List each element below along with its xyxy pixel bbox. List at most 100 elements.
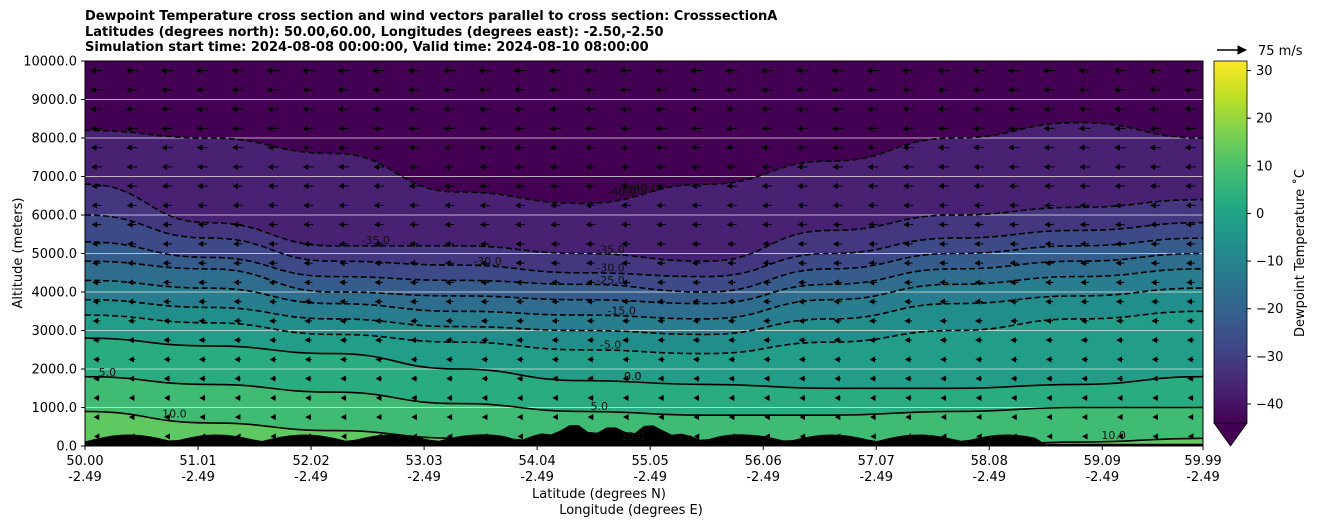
wind-arrow: [619, 106, 632, 113]
wind-arrow: [974, 298, 983, 305]
wind-arrow: [446, 433, 453, 440]
wind-arrow: [973, 144, 985, 151]
wind-arrow: [337, 86, 350, 93]
x-tick-label-lat: 59.99: [1184, 454, 1221, 469]
wind-arrow: [833, 317, 842, 324]
wind-arrow: [584, 125, 597, 132]
wind-arrow: [902, 144, 914, 151]
wind-arrow: [762, 260, 772, 267]
wind-arrow: [303, 240, 313, 247]
wind-arrow: [517, 433, 523, 440]
wind-arrow: [622, 337, 630, 344]
wind-arrow: [444, 202, 455, 209]
y-tick-label: 5000.0: [32, 247, 78, 262]
wind-arrow: [514, 125, 526, 132]
wind-arrow: [937, 106, 950, 113]
wind-arrow: [1186, 337, 1195, 344]
wind-arrow: [1117, 414, 1123, 421]
wind-arrow: [479, 202, 490, 209]
contour-line: [85, 268, 1203, 320]
contour-label: 0.0: [624, 370, 642, 383]
wind-arrow: [481, 414, 488, 421]
contour-line: [85, 121, 1203, 205]
wind-arrow: [374, 279, 383, 286]
x-tick-label-lon: -2.49: [633, 470, 667, 485]
wind-arrow: [797, 183, 808, 190]
wind-arrow: [409, 279, 419, 286]
wind-arrow: [584, 144, 597, 151]
wind-arrow: [549, 106, 562, 113]
wind-arrow: [164, 433, 170, 440]
wind-arrow: [126, 163, 138, 170]
wind-arrow: [1185, 163, 1196, 170]
wind-arrow: [904, 356, 912, 363]
y-tick-label: 3000.0: [32, 324, 78, 339]
wind-arrow: [410, 298, 419, 305]
wind-arrow: [373, 183, 384, 190]
wind-arrow: [375, 394, 382, 401]
wind-arrow: [903, 279, 913, 286]
colorbar-body: [1213, 60, 1248, 424]
wind-arrow: [1187, 414, 1194, 421]
wind-arrow: [1043, 106, 1056, 113]
wind-arrow: [481, 394, 488, 401]
wind-arrow: [234, 356, 242, 363]
wind-arrow: [443, 144, 455, 151]
x-axis-label-lon: Longitude (degrees E): [559, 503, 703, 518]
wind-arrow: [269, 356, 277, 363]
wind-arrow: [831, 106, 844, 113]
wind-arrow: [760, 106, 773, 113]
wind-arrow: [728, 394, 735, 401]
wind-arrow: [198, 279, 207, 286]
wind-arrow: [1150, 221, 1160, 228]
wind-arrow: [196, 125, 209, 132]
wind-arrow: [302, 144, 314, 151]
wind-arrow: [621, 240, 631, 247]
wind-arrow: [586, 317, 595, 324]
wind-arrow: [904, 375, 912, 382]
wind-arrow: [90, 86, 103, 93]
wind-arrow: [904, 298, 913, 305]
wind-arrow: [408, 106, 421, 113]
wind-arrow: [479, 221, 490, 228]
wind-arrow: [832, 163, 843, 170]
wind-arrow: [161, 106, 174, 113]
wind-arrow: [1079, 202, 1090, 209]
wind-arrow: [304, 317, 312, 324]
wind-arrow: [92, 260, 101, 267]
wind-arrow: [974, 317, 983, 324]
wind-arrow: [1009, 221, 1019, 228]
wind-arrow: [92, 317, 101, 324]
wind-arrow: [691, 202, 702, 209]
wind-arrow: [1152, 414, 1158, 421]
wind-arrow: [656, 279, 666, 286]
wind-arrow: [585, 221, 596, 228]
wind-arrow: [726, 221, 737, 228]
wind-arrow: [761, 202, 772, 209]
wind-arrow: [1185, 202, 1196, 209]
wind-arrow: [92, 298, 101, 305]
wind-arrow: [162, 260, 172, 267]
wind-arrow: [798, 317, 807, 324]
wind-arrow: [1150, 240, 1160, 247]
wind-arrow: [303, 221, 313, 228]
wind-arrow: [517, 414, 523, 421]
wind-arrow: [796, 106, 809, 113]
wind-arrow: [268, 279, 278, 286]
wind-arrow: [972, 67, 986, 74]
wind-arrow: [657, 337, 665, 344]
wind-arrow: [904, 337, 912, 344]
wind-arrow: [1185, 221, 1196, 228]
wind-arrow: [339, 317, 348, 324]
wind-arrow: [868, 240, 878, 247]
wind-arrow: [126, 144, 138, 151]
y-tick-label: 1000.0: [32, 401, 78, 416]
x-tick-label-lat: 55.05: [632, 454, 669, 469]
wind-arrow: [127, 260, 137, 267]
wind-arrow: [728, 356, 736, 363]
wind-arrow: [1149, 125, 1161, 132]
wind-arrow: [516, 375, 524, 382]
wind-arrow: [1184, 86, 1197, 93]
wind-arrow: [128, 337, 136, 344]
